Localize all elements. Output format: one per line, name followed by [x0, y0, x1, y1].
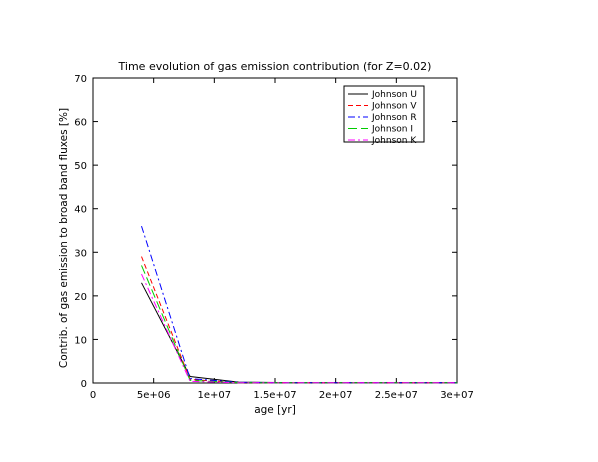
legend-box: [343, 85, 425, 143]
y-tick-label: 40: [74, 205, 87, 216]
y-axis-label: Contrib. of gas emission to broad band f…: [58, 108, 70, 368]
x-tick-label: 2e+07: [319, 390, 353, 401]
y-tick-label: 30: [74, 248, 87, 259]
legend-label: Johnson R: [371, 113, 417, 123]
y-tick-label: 20: [74, 292, 87, 303]
x-tick-label: 1.5e+07: [253, 390, 296, 401]
series-line-johnson-i: [141, 265, 457, 384]
legend-label: Johnson V: [371, 102, 417, 112]
x-axis-label: age [yr]: [254, 404, 296, 416]
series-line-johnson-r: [141, 225, 457, 384]
x-axis: 0 5e+06 1e+07 1.5e+07 2e+07 2.5e+07 3e+07: [90, 78, 474, 401]
x-tick-label: 3e+07: [440, 390, 474, 401]
chart-title: Time evolution of gas emission contribut…: [118, 60, 432, 73]
y-tick-label: 0: [81, 379, 87, 390]
y-tick-label: 70: [74, 74, 87, 85]
legend-label: Johnson I: [371, 125, 413, 135]
series-layer: [141, 225, 457, 384]
y-tick-label: 60: [74, 118, 87, 129]
y-tick-label: 10: [74, 335, 87, 346]
legend-label: Johnson K: [371, 136, 417, 146]
x-tick-label: 2.5e+07: [375, 390, 418, 401]
x-tick-label: 1e+07: [198, 390, 232, 401]
series-line-johnson-k: [141, 273, 457, 384]
series-line-johnson-u: [141, 282, 457, 384]
legend-label: Johnson U: [371, 90, 417, 100]
x-tick-label: 5e+06: [137, 390, 171, 401]
x-tick-label: 0: [90, 390, 96, 401]
y-tick-label: 50: [74, 161, 87, 172]
y-axis: 0 10 20 30 40 50 60 70: [74, 74, 457, 390]
series-line-johnson-v: [141, 256, 457, 384]
